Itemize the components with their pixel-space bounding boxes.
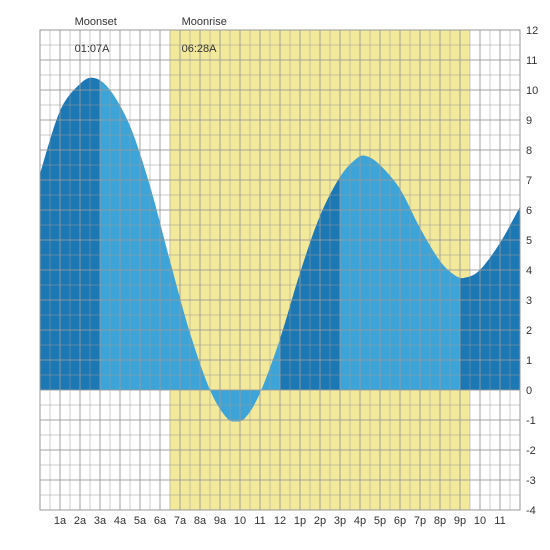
x-axis-tick-label: 11 bbox=[254, 515, 265, 527]
y-axis-tick-label: 12 bbox=[526, 25, 538, 37]
y-axis-tick-label: 9 bbox=[526, 115, 532, 127]
y-axis-tick-label: -3 bbox=[526, 475, 536, 487]
y-axis-tick-label: 10 bbox=[526, 85, 538, 97]
y-axis-tick-label: 0 bbox=[526, 385, 532, 397]
y-axis-tick-label: -1 bbox=[526, 415, 536, 427]
y-axis-tick-label: 8 bbox=[526, 145, 532, 157]
x-axis-tick-label: 7a bbox=[174, 515, 187, 527]
x-axis-tick-label: 6a bbox=[154, 515, 167, 527]
y-axis-tick-label: 3 bbox=[526, 295, 532, 307]
y-axis-tick-label: 5 bbox=[526, 235, 532, 247]
x-axis-tick-label: 1a bbox=[54, 515, 67, 527]
x-axis-tick-label: 10 bbox=[234, 515, 246, 527]
y-axis-tick-label: 1 bbox=[526, 355, 532, 367]
x-axis-tick-label: 7p bbox=[414, 515, 426, 527]
x-axis-tick-label: 3p bbox=[334, 515, 346, 527]
x-axis-tick-label: 2a bbox=[74, 515, 87, 527]
y-axis-tick-label: 4 bbox=[526, 265, 532, 277]
x-axis-tick-label: 10 bbox=[474, 515, 486, 527]
y-axis-tick-label: -2 bbox=[526, 445, 536, 457]
x-axis-tick-label: 9a bbox=[214, 515, 227, 527]
moonrise-time-label: 06:28A bbox=[182, 43, 217, 55]
y-axis-tick-label: 7 bbox=[526, 175, 532, 187]
x-axis-tick-label: 12 bbox=[274, 515, 286, 527]
tide-chart-container: Moonset 01:07A Moonrise 06:28A 1a2a3a4a5… bbox=[0, 0, 550, 550]
y-axis-tick-label: 6 bbox=[526, 205, 532, 217]
x-axis-tick-label: 9p bbox=[454, 515, 466, 527]
moonrise-title-label: Moonrise bbox=[182, 16, 227, 28]
y-axis-tick-label: 11 bbox=[526, 55, 537, 67]
x-axis-tick-label: 4p bbox=[354, 515, 366, 527]
y-axis-tick-label: 2 bbox=[526, 325, 532, 337]
x-axis-tick-label: 1p bbox=[294, 515, 306, 527]
y-axis-tick-label: -4 bbox=[526, 505, 536, 517]
x-axis-tick-label: 4a bbox=[114, 515, 127, 527]
moonset-title-label: Moonset bbox=[75, 16, 117, 28]
x-axis-tick-label: 5a bbox=[134, 515, 147, 527]
x-axis-tick-label: 3a bbox=[94, 515, 107, 527]
tide-chart: 1a2a3a4a5a6a7a8a9a1011121p2p3p4p5p6p7p8p… bbox=[0, 0, 550, 550]
moonset-annotation: Moonset 01:07A bbox=[62, 2, 116, 71]
x-axis-tick-label: 8p bbox=[434, 515, 446, 527]
x-axis-tick-label: 6p bbox=[394, 515, 406, 527]
x-axis-tick-label: 8a bbox=[194, 515, 207, 527]
moonset-time-label: 01:07A bbox=[75, 43, 110, 55]
x-axis-tick-label: 2p bbox=[314, 515, 326, 527]
x-axis-tick-label: 5p bbox=[374, 515, 386, 527]
moonrise-annotation: Moonrise 06:28A bbox=[169, 2, 226, 71]
x-axis-tick-label: 11 bbox=[494, 515, 505, 527]
